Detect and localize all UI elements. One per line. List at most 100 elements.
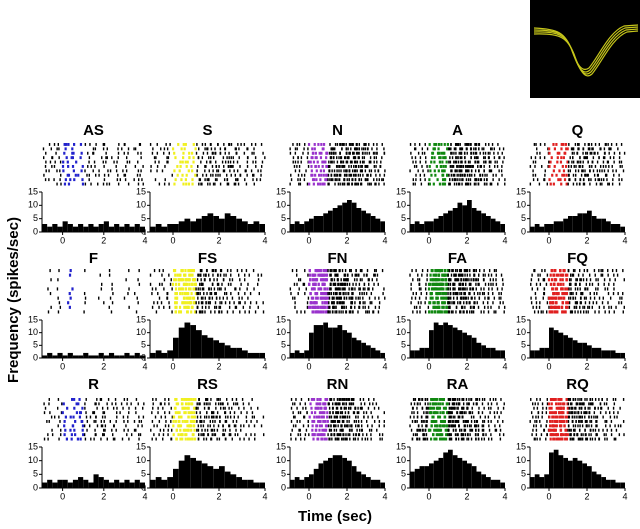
bar bbox=[481, 213, 486, 232]
x-tick-label: 0 bbox=[170, 361, 175, 371]
y-tick-label: 0 bbox=[141, 352, 146, 362]
x-tick-label: 4 bbox=[622, 235, 627, 245]
x-tick-label: 0 bbox=[546, 235, 551, 245]
y-tick-label: 15 bbox=[396, 314, 406, 324]
bar bbox=[167, 224, 173, 232]
y-tick-label: 5 bbox=[141, 340, 146, 350]
y-tick-label: 15 bbox=[516, 314, 526, 324]
bar bbox=[495, 479, 501, 488]
bar bbox=[370, 347, 376, 358]
bar bbox=[351, 337, 357, 358]
bar bbox=[129, 226, 135, 232]
bar bbox=[219, 218, 225, 232]
x-tick-label: 0 bbox=[306, 235, 311, 245]
y-tick-label: 0 bbox=[401, 352, 406, 362]
x-tick-label: 2 bbox=[464, 235, 469, 245]
y-tick-label: 15 bbox=[28, 186, 38, 196]
bar bbox=[114, 355, 120, 358]
x-tick-label: 2 bbox=[101, 235, 106, 245]
bar bbox=[178, 221, 185, 232]
bar bbox=[375, 479, 381, 488]
bar bbox=[219, 342, 225, 358]
bar bbox=[167, 350, 173, 358]
bar bbox=[328, 327, 333, 358]
bar bbox=[410, 224, 415, 232]
bar bbox=[323, 460, 328, 488]
bar bbox=[342, 457, 347, 488]
bar bbox=[544, 347, 549, 358]
bar bbox=[178, 460, 185, 488]
bar bbox=[481, 474, 486, 488]
panel-title: A bbox=[452, 122, 463, 139]
bar bbox=[139, 226, 145, 232]
x-tick-label: 4 bbox=[382, 491, 387, 501]
bar bbox=[150, 226, 156, 232]
bar bbox=[167, 477, 173, 488]
bar bbox=[42, 482, 48, 488]
bar bbox=[534, 350, 540, 358]
bar bbox=[332, 208, 338, 232]
bar bbox=[247, 224, 254, 232]
y-tick-label: 0 bbox=[281, 226, 286, 236]
y-tick-label: 10 bbox=[136, 455, 146, 465]
bar bbox=[52, 482, 58, 488]
y-tick-label: 5 bbox=[33, 340, 38, 350]
bar bbox=[98, 477, 104, 488]
y-tick-label: 0 bbox=[521, 352, 526, 362]
bar bbox=[486, 477, 491, 488]
bar bbox=[549, 327, 554, 358]
x-tick-label: 0 bbox=[426, 361, 431, 371]
x-axis-label: Time (sec) bbox=[298, 508, 372, 525]
bar bbox=[304, 477, 309, 488]
bar bbox=[161, 226, 168, 232]
bar bbox=[309, 474, 314, 488]
bar bbox=[414, 468, 420, 488]
bar bbox=[114, 479, 120, 488]
bar bbox=[253, 221, 260, 232]
bar bbox=[366, 213, 371, 232]
x-tick-label: 2 bbox=[464, 491, 469, 501]
bar bbox=[119, 482, 125, 488]
x-tick-label: 2 bbox=[584, 235, 589, 245]
bar bbox=[47, 352, 53, 358]
bar bbox=[190, 221, 196, 232]
x-tick-label: 4 bbox=[502, 361, 507, 371]
bar bbox=[304, 221, 309, 232]
bar bbox=[213, 468, 219, 488]
bar bbox=[93, 226, 99, 232]
bar bbox=[242, 221, 248, 232]
bar bbox=[361, 210, 366, 232]
panel-title: N bbox=[332, 122, 343, 139]
bar bbox=[150, 352, 156, 358]
x-tick-label: 0 bbox=[426, 491, 431, 501]
bar bbox=[610, 224, 616, 232]
bar bbox=[253, 352, 260, 358]
bar bbox=[290, 224, 295, 232]
bar bbox=[457, 202, 463, 232]
bar bbox=[78, 224, 84, 232]
bar bbox=[419, 466, 425, 488]
bar bbox=[596, 347, 602, 358]
bar bbox=[304, 350, 309, 358]
x-tick-label: 4 bbox=[262, 235, 267, 245]
x-tick-label: 0 bbox=[170, 491, 175, 501]
bar bbox=[323, 322, 328, 358]
bar bbox=[207, 337, 214, 358]
bar bbox=[356, 340, 362, 358]
bar bbox=[462, 332, 467, 358]
bar bbox=[184, 218, 191, 232]
y-tick-label: 0 bbox=[33, 226, 38, 236]
bar bbox=[313, 216, 319, 232]
bar bbox=[178, 327, 185, 358]
bar bbox=[236, 218, 242, 232]
bar bbox=[424, 466, 429, 488]
bar bbox=[500, 482, 505, 488]
bar bbox=[67, 482, 73, 488]
x-tick-label: 4 bbox=[142, 491, 147, 501]
bar bbox=[201, 463, 208, 488]
bar bbox=[299, 479, 305, 488]
bar bbox=[323, 213, 328, 232]
bar bbox=[184, 322, 191, 358]
bar bbox=[410, 471, 415, 488]
bar bbox=[606, 350, 611, 358]
